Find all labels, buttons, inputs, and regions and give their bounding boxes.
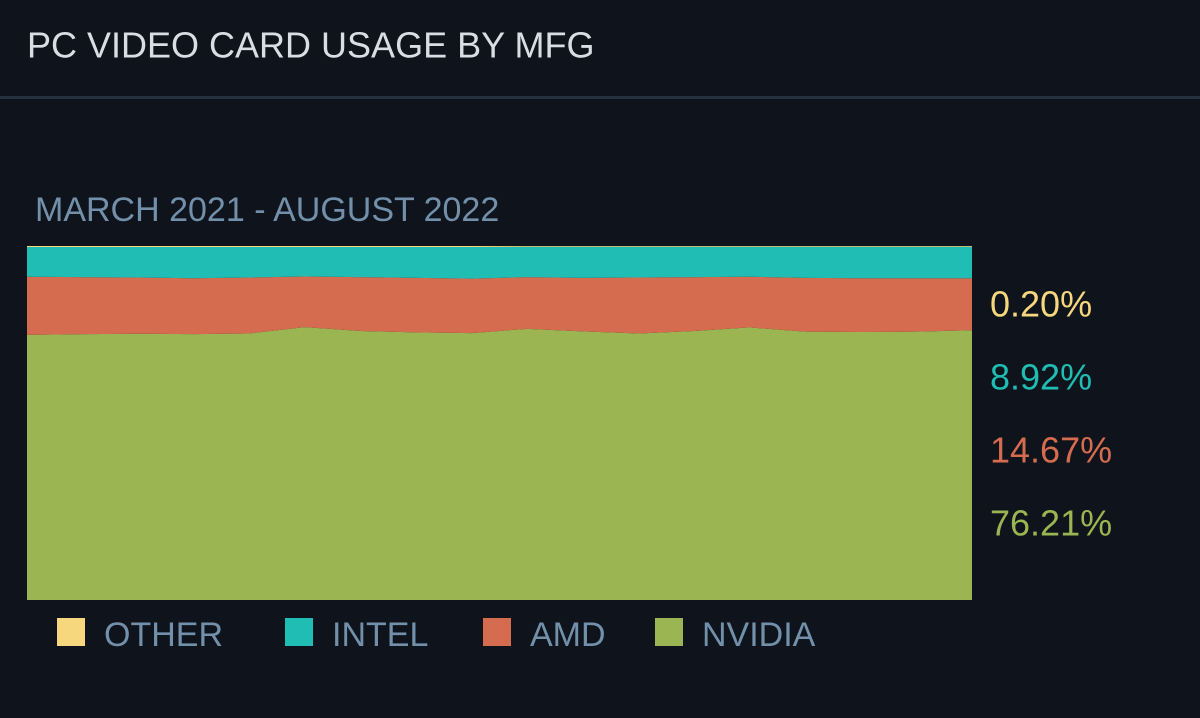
- legend-swatch: [285, 618, 313, 646]
- legend-swatch: [57, 618, 85, 646]
- area: [27, 246, 972, 279]
- area: [27, 276, 972, 335]
- chart-subtitle: MARCH 2021 - AUGUST 2022: [35, 191, 499, 229]
- legend-label: INTEL: [332, 616, 428, 654]
- legend-label: NVIDIA: [702, 616, 816, 654]
- end-value-label: 76.21%: [990, 503, 1112, 544]
- end-value-label: 0.20%: [990, 284, 1092, 325]
- area: [27, 327, 972, 600]
- end-value-label: 8.92%: [990, 357, 1092, 398]
- legend-swatch: [655, 618, 683, 646]
- end-value-label: 14.67%: [990, 430, 1112, 471]
- header-divider: [0, 96, 1200, 99]
- page-title: PC VIDEO CARD USAGE BY MFG: [27, 25, 594, 66]
- area: [27, 246, 972, 248]
- legend-label: OTHER: [104, 616, 223, 654]
- legend-label: AMD: [530, 616, 606, 654]
- legend-swatch: [483, 618, 511, 646]
